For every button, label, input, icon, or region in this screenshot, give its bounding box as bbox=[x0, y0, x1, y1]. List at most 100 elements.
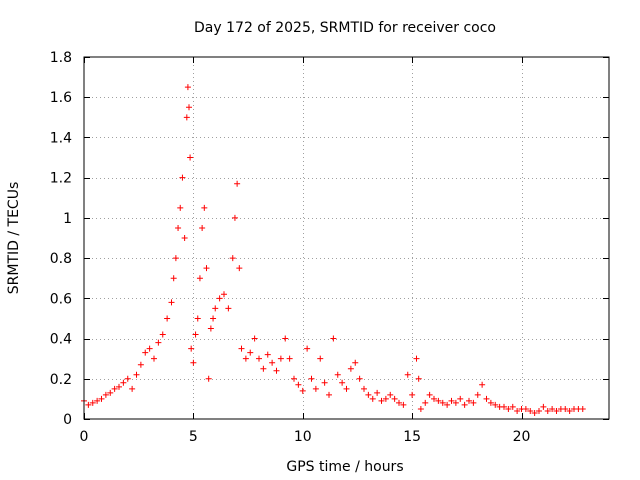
data-point bbox=[356, 375, 363, 382]
data-point bbox=[549, 405, 556, 412]
data-point bbox=[536, 407, 542, 414]
data-point bbox=[236, 265, 243, 272]
data-point bbox=[312, 385, 319, 392]
data-point bbox=[155, 339, 162, 346]
data-point bbox=[282, 335, 289, 342]
y-tick-label: 1.2 bbox=[50, 171, 72, 187]
data-point bbox=[201, 204, 208, 211]
data-point bbox=[474, 391, 481, 398]
data-point bbox=[247, 349, 254, 356]
data-point bbox=[192, 331, 199, 338]
data-point bbox=[415, 375, 422, 382]
data-point bbox=[404, 371, 411, 378]
data-point bbox=[522, 405, 529, 412]
data-point bbox=[273, 367, 280, 374]
data-point bbox=[238, 345, 245, 352]
data-point bbox=[207, 325, 214, 332]
data-point bbox=[256, 355, 262, 362]
data-point bbox=[308, 375, 315, 382]
y-tick-label: 0.6 bbox=[50, 291, 72, 307]
x-tick-label: 0 bbox=[80, 429, 89, 445]
grid bbox=[84, 57, 609, 419]
data-point bbox=[184, 84, 191, 91]
data-point bbox=[251, 335, 258, 342]
data-point bbox=[124, 375, 131, 382]
y-tick-label: 0 bbox=[63, 412, 72, 428]
data-point bbox=[159, 331, 166, 338]
data-point bbox=[168, 299, 175, 306]
data-point bbox=[234, 180, 241, 187]
data-point bbox=[514, 407, 521, 414]
data-point bbox=[470, 399, 477, 406]
data-point bbox=[466, 397, 472, 404]
data-point bbox=[286, 355, 293, 362]
data-point bbox=[339, 379, 346, 386]
data-point bbox=[177, 204, 184, 211]
y-axis-label: SRMTID / TECUs bbox=[6, 182, 22, 295]
data-point bbox=[540, 403, 547, 410]
data-point bbox=[295, 381, 302, 388]
data-point bbox=[544, 407, 551, 414]
data-point bbox=[291, 375, 297, 382]
data-point bbox=[369, 395, 376, 402]
data-point bbox=[187, 154, 194, 161]
data-point bbox=[422, 399, 429, 406]
y-tick-label: 0.4 bbox=[50, 332, 72, 348]
data-point bbox=[361, 385, 367, 392]
data-point bbox=[378, 397, 385, 404]
data-point bbox=[142, 349, 149, 356]
data-point bbox=[299, 387, 306, 394]
data-point bbox=[133, 371, 140, 378]
data-point bbox=[382, 395, 389, 402]
data-point bbox=[172, 255, 179, 262]
data-point bbox=[186, 104, 192, 111]
data-point bbox=[448, 397, 455, 404]
data-point bbox=[396, 399, 402, 406]
data-point bbox=[146, 345, 153, 352]
tick-labels: 0 5 10 15 20 0 0.2 0.4 0.6 0.8 1 1.2 1.4 1.6 1.8 bbox=[50, 50, 531, 445]
data-point bbox=[409, 391, 416, 398]
data-point bbox=[221, 291, 227, 298]
data-point bbox=[190, 359, 197, 366]
data-point bbox=[444, 401, 451, 408]
data-point bbox=[334, 371, 341, 378]
data-point bbox=[111, 385, 118, 392]
data-point bbox=[164, 315, 171, 322]
y-tick-label: 0.8 bbox=[50, 251, 72, 267]
data-point bbox=[527, 407, 534, 414]
data-point bbox=[170, 275, 177, 282]
data-point bbox=[487, 399, 494, 406]
y-tick-label: 1.4 bbox=[50, 130, 72, 146]
data-point bbox=[229, 255, 236, 262]
data-point bbox=[566, 407, 573, 414]
data-point bbox=[426, 391, 433, 398]
data-point bbox=[98, 395, 105, 402]
data-point bbox=[562, 405, 569, 412]
data-point bbox=[242, 355, 249, 362]
data-point bbox=[413, 355, 420, 362]
data-point bbox=[365, 391, 372, 398]
data-point bbox=[553, 407, 560, 414]
y-tick-label: 1 bbox=[63, 211, 72, 227]
x-tick-label: 5 bbox=[189, 429, 198, 445]
data-point bbox=[479, 381, 486, 388]
data-point bbox=[137, 361, 144, 368]
x-tick-label: 20 bbox=[513, 429, 531, 445]
data-point bbox=[531, 409, 538, 416]
data-point bbox=[391, 395, 398, 402]
x-tick-label: 15 bbox=[403, 429, 421, 445]
data-point bbox=[457, 395, 464, 402]
data-point bbox=[203, 265, 210, 272]
data-point bbox=[181, 235, 188, 241]
data-point bbox=[225, 305, 232, 312]
plot-frame bbox=[83, 56, 610, 420]
data-point bbox=[431, 395, 437, 402]
chart-title: Day 172 of 2025, SRMTID for receiver coc… bbox=[194, 20, 496, 36]
data-point bbox=[269, 359, 276, 366]
y-tick-label: 1.8 bbox=[50, 50, 72, 66]
data-point bbox=[579, 405, 586, 412]
data-point bbox=[452, 399, 459, 406]
data-point bbox=[260, 365, 267, 372]
data-point bbox=[205, 375, 212, 382]
